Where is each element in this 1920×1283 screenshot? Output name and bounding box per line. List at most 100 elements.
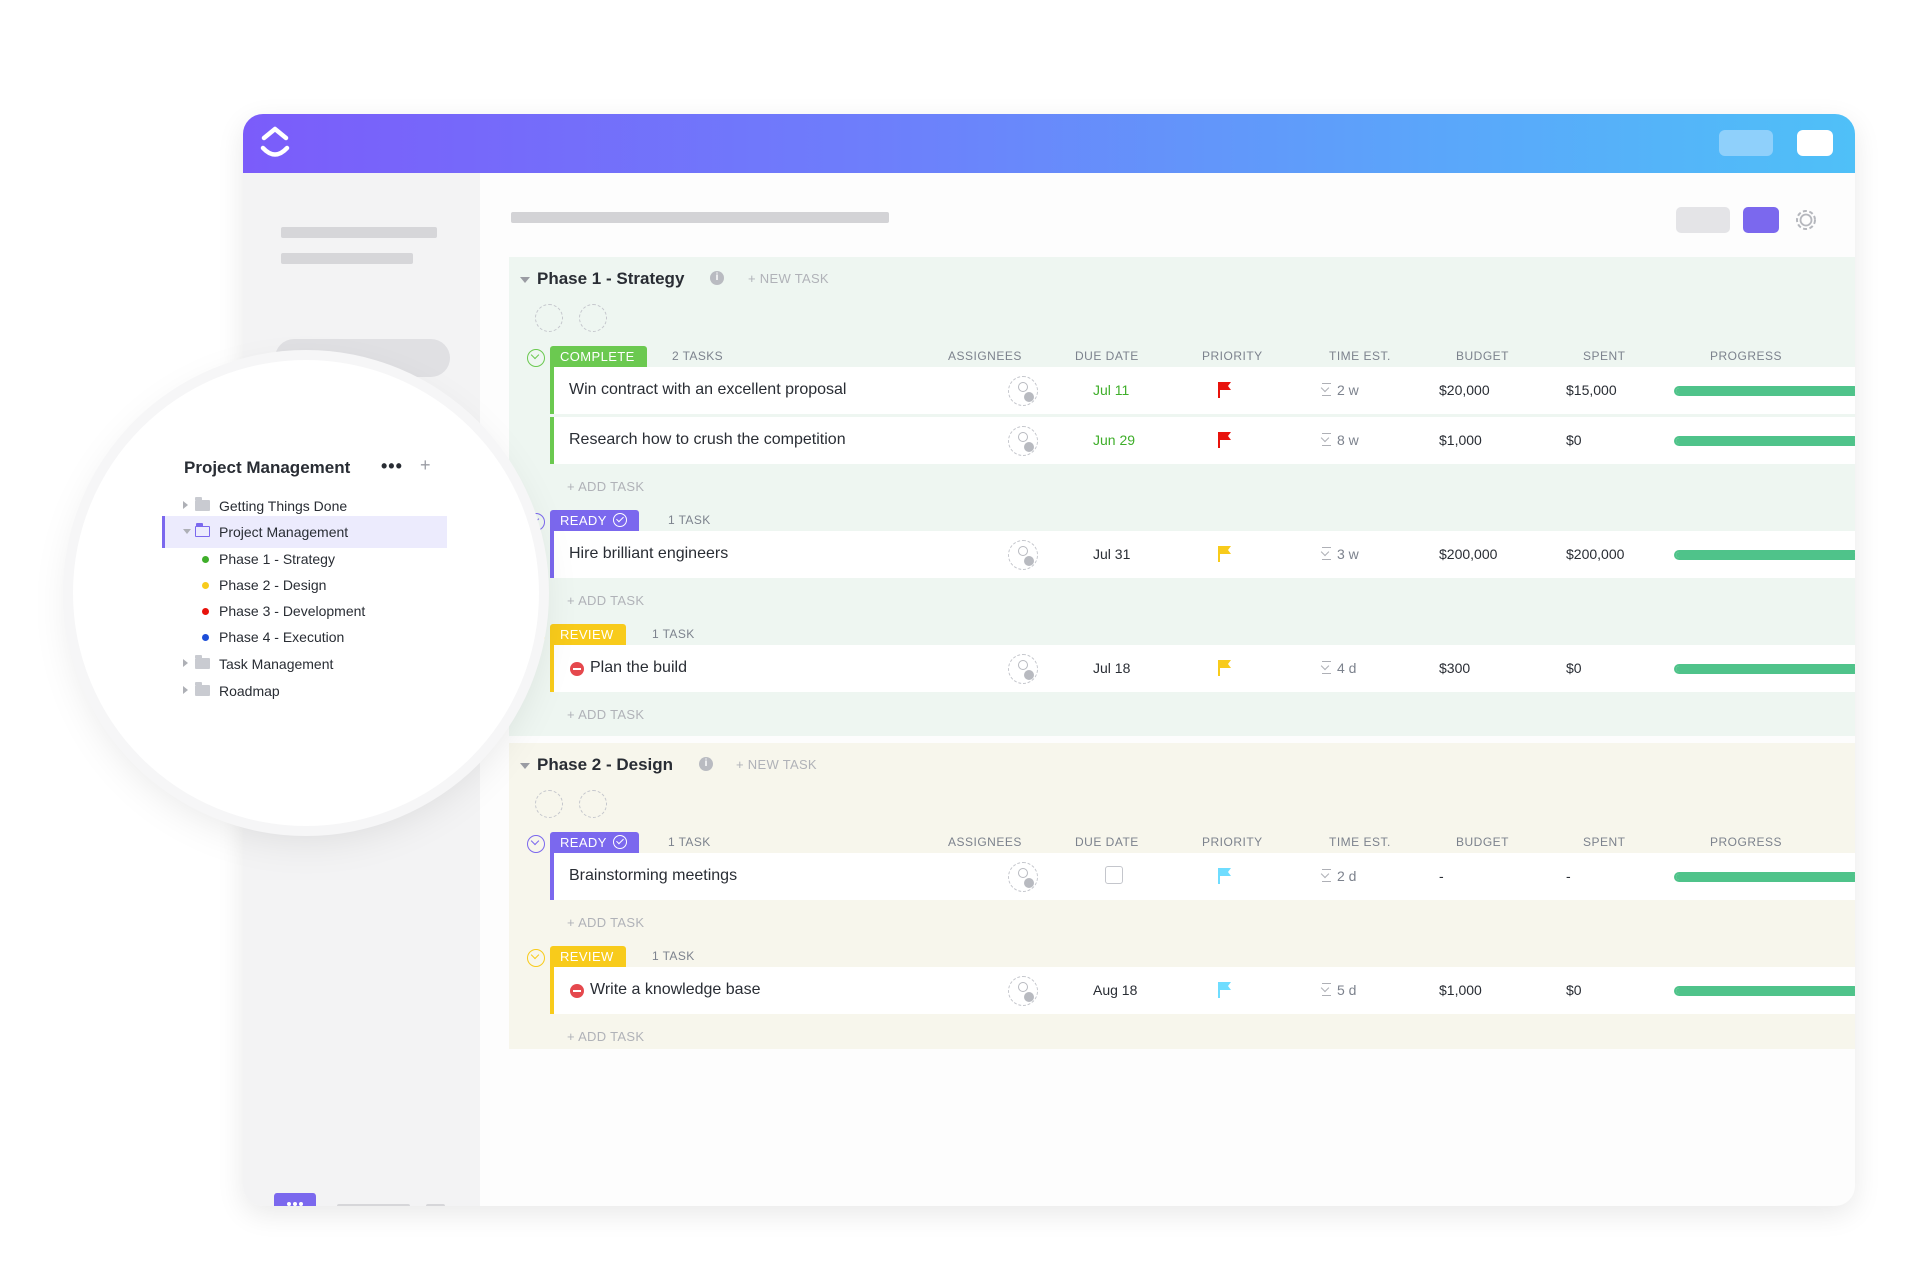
spent-value[interactable]: $0	[1566, 660, 1582, 676]
priority-flag-icon[interactable]	[1218, 659, 1232, 677]
priority-flag-icon[interactable]	[1218, 867, 1232, 885]
phase-title[interactable]: Phase 2 - Design	[537, 755, 674, 774]
column-header-priority[interactable]: PRIORITY	[1202, 349, 1263, 363]
assignee-avatar-icon[interactable]	[1008, 540, 1038, 570]
task-row[interactable]: Plan the build Jul 18 4 d $300 $0	[550, 645, 1855, 692]
due-date[interactable]: Aug 18	[1093, 982, 1138, 998]
due-date[interactable]: Jul 18	[1093, 660, 1131, 676]
spent-value[interactable]: -	[1566, 868, 1571, 884]
expand-caret-icon[interactable]	[183, 659, 188, 667]
task-row[interactable]: Research how to crush the competition Ju…	[550, 417, 1855, 464]
sidebar-item-phase-4-execution[interactable]: Phase 4 - Execution	[183, 622, 443, 652]
gear-icon[interactable]	[1791, 205, 1821, 235]
status-badge-complete[interactable]: COMPLETE	[550, 346, 647, 367]
task-row[interactable]: Win contract with an excellent proposal …	[550, 367, 1855, 414]
collapse-caret-icon[interactable]	[520, 277, 530, 283]
priority-flag-icon[interactable]	[1218, 431, 1232, 449]
task-name[interactable]: Plan the build	[590, 659, 687, 676]
add-task-button[interactable]: + ADD TASK	[567, 593, 645, 608]
column-header-budget[interactable]: BUDGET	[1456, 835, 1510, 849]
spent-value[interactable]: $0	[1566, 982, 1582, 998]
task-row[interactable]: Brainstorming meetings 2 d - -	[550, 853, 1855, 900]
info-icon[interactable]: i	[699, 757, 713, 771]
expand-caret-icon[interactable]	[183, 686, 188, 694]
view-button-active[interactable]	[1743, 207, 1779, 233]
column-header-due-date[interactable]: DUE DATE	[1075, 349, 1139, 363]
column-header-spent[interactable]: SPENT	[1583, 835, 1626, 849]
new-task-button[interactable]: + NEW TASK	[736, 757, 817, 772]
budget-value[interactable]: $1,000	[1439, 432, 1482, 448]
column-header-due-date[interactable]: DUE DATE	[1075, 835, 1139, 849]
time-estimate[interactable]: 2 w	[1322, 382, 1359, 398]
due-date[interactable]: Jul 11	[1093, 382, 1130, 398]
due-date[interactable]: Jun 29	[1093, 432, 1136, 448]
time-estimate[interactable]: 5 d	[1322, 982, 1356, 998]
due-date[interactable]: Jul 31	[1093, 546, 1131, 562]
column-header-assignees[interactable]: ASSIGNEES	[948, 349, 1022, 363]
topbar-button[interactable]	[1797, 130, 1833, 156]
budget-value[interactable]: -	[1439, 868, 1444, 884]
spent-value[interactable]: $15,000	[1566, 382, 1617, 398]
spent-value[interactable]: $0	[1566, 432, 1582, 448]
phase-title[interactable]: Phase 1 - Strategy	[537, 269, 685, 288]
budget-value[interactable]: $1,000	[1439, 982, 1482, 998]
add-task-button[interactable]: + ADD TASK	[567, 707, 645, 722]
info-icon[interactable]: i	[710, 271, 724, 285]
sidebar-item-project-management[interactable]: Project Management	[183, 517, 443, 547]
task-name[interactable]: Write a knowledge base	[590, 981, 761, 998]
add-task-button[interactable]: + ADD TASK	[567, 1029, 645, 1044]
chat-bubble-icon[interactable]	[273, 1189, 317, 1206]
assignee-avatar-icon[interactable]	[1008, 376, 1038, 406]
status-badge-review[interactable]: REVIEW	[550, 624, 626, 645]
add-icon[interactable]: +	[420, 455, 431, 475]
add-task-button[interactable]: + ADD TASK	[567, 915, 645, 930]
budget-value[interactable]: $200,000	[1439, 546, 1498, 562]
time-estimate[interactable]: 2 d	[1322, 868, 1356, 884]
sidebar-item-task-management[interactable]: Task Management	[183, 649, 443, 679]
task-name[interactable]: Win contract with an excellent proposal	[569, 381, 847, 398]
sidebar-item-getting-things-done[interactable]: Getting Things Done	[183, 491, 443, 521]
clickup-logo-icon[interactable]	[255, 123, 295, 163]
collapse-caret-icon[interactable]	[520, 763, 530, 769]
view-button[interactable]	[1676, 207, 1730, 233]
expand-caret-icon[interactable]	[183, 501, 188, 509]
time-estimate[interactable]: 3 w	[1322, 546, 1359, 562]
sidebar-item-phase-3-development[interactable]: Phase 3 - Development	[183, 596, 443, 626]
assignee-avatar-icon[interactable]	[1008, 862, 1038, 892]
time-estimate[interactable]: 8 w	[1322, 432, 1359, 448]
status-badge-review[interactable]: REVIEW	[550, 946, 626, 967]
column-header-budget[interactable]: BUDGET	[1456, 349, 1510, 363]
flag-filter-icon[interactable]	[535, 304, 563, 332]
budget-value[interactable]: $300	[1439, 660, 1471, 676]
task-row[interactable]: Write a knowledge base Aug 18 5 d $1,000…	[550, 967, 1855, 1014]
task-name[interactable]: Brainstorming meetings	[569, 867, 738, 884]
add-assignee-icon[interactable]	[579, 304, 607, 332]
group-collapse-icon[interactable]	[527, 949, 545, 967]
column-header-priority[interactable]: PRIORITY	[1202, 835, 1263, 849]
sidebar-item-roadmap[interactable]: Roadmap	[183, 676, 443, 706]
column-header-progress[interactable]: PROGRESS	[1710, 835, 1783, 849]
status-badge-ready[interactable]: READY	[550, 832, 639, 853]
column-header-progress[interactable]: PROGRESS	[1710, 349, 1783, 363]
column-header-time-est[interactable]: TIME EST.	[1329, 835, 1391, 849]
budget-value[interactable]: $20,000	[1439, 382, 1490, 398]
collapse-caret-icon[interactable]	[183, 529, 191, 534]
assignee-avatar-icon[interactable]	[1008, 976, 1038, 1006]
priority-flag-icon[interactable]	[1218, 381, 1232, 399]
time-estimate[interactable]: 4 d	[1322, 660, 1356, 676]
status-badge-ready[interactable]: READY	[550, 510, 639, 531]
more-options-icon[interactable]: •••	[381, 456, 403, 476]
sidebar-item-phase-1-strategy[interactable]: Phase 1 - Strategy	[183, 544, 443, 574]
add-assignee-icon[interactable]	[579, 790, 607, 818]
spent-value[interactable]: $200,000	[1566, 546, 1625, 562]
new-task-button[interactable]: + NEW TASK	[748, 271, 829, 286]
sidebar-item-phase-2-design[interactable]: Phase 2 - Design	[183, 570, 443, 600]
task-name[interactable]: Research how to crush the competition	[569, 431, 846, 448]
topbar-button[interactable]	[1719, 130, 1773, 156]
calendar-icon[interactable]	[1105, 866, 1123, 884]
priority-flag-icon[interactable]	[1218, 545, 1232, 563]
priority-flag-icon[interactable]	[1218, 981, 1232, 999]
group-collapse-icon[interactable]	[527, 349, 545, 367]
task-row[interactable]: Hire brilliant engineers Jul 31 3 w $200…	[550, 531, 1855, 578]
task-name[interactable]: Hire brilliant engineers	[569, 545, 729, 562]
